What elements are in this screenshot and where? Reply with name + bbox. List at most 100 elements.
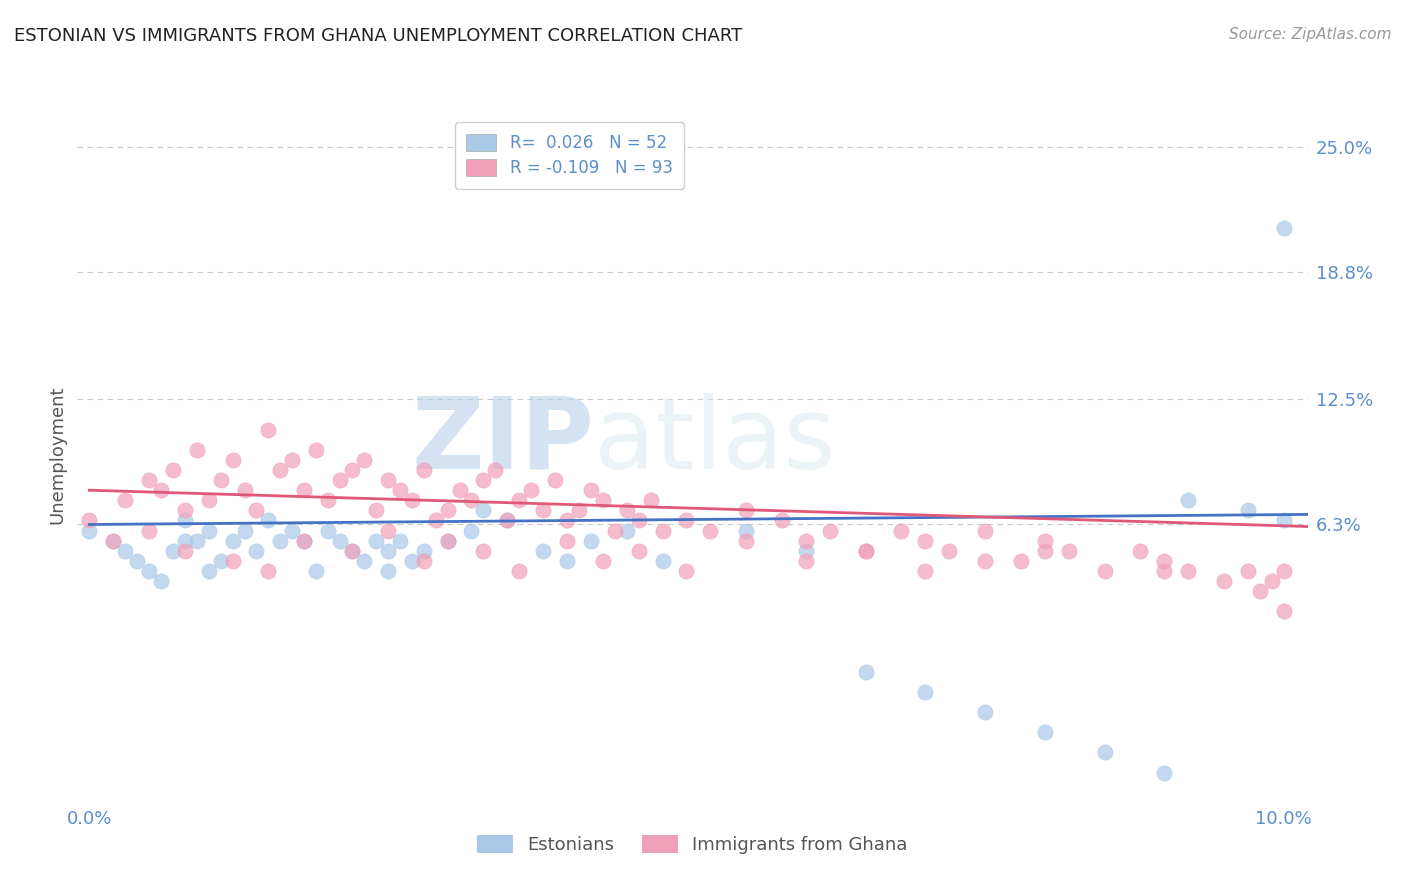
Point [794, 533, 817, 548]
Point [794, 554, 817, 568]
Point [1261, 574, 1284, 588]
Point [340, 463, 363, 477]
Point [1033, 543, 1056, 558]
Point [1129, 543, 1152, 558]
Point [233, 524, 256, 538]
Point [449, 483, 471, 498]
Point [77, 513, 100, 527]
Point [1237, 564, 1260, 578]
Text: atlas: atlas [595, 392, 835, 490]
Point [1094, 564, 1116, 578]
Point [508, 564, 530, 578]
Point [269, 533, 291, 548]
Point [579, 483, 602, 498]
Point [974, 705, 997, 719]
Point [735, 524, 758, 538]
Point [496, 513, 519, 527]
Point [292, 533, 315, 548]
Point [292, 533, 315, 548]
Point [627, 513, 650, 527]
Point [1249, 584, 1271, 599]
Point [735, 503, 758, 517]
Point [412, 463, 434, 477]
Point [1177, 564, 1199, 578]
Point [436, 533, 458, 548]
Point [436, 533, 458, 548]
Point [794, 543, 817, 558]
Point [340, 543, 363, 558]
Point [114, 543, 136, 558]
Point [197, 524, 219, 538]
Point [1153, 765, 1175, 780]
Point [353, 453, 375, 467]
Point [520, 483, 543, 498]
Point [627, 543, 650, 558]
Point [555, 533, 578, 548]
Point [221, 533, 243, 548]
Point [616, 524, 638, 538]
Point [340, 543, 363, 558]
Text: Source: ZipAtlas.com: Source: ZipAtlas.com [1229, 27, 1392, 42]
Point [197, 564, 219, 578]
Point [401, 554, 423, 568]
Point [651, 554, 673, 568]
Y-axis label: Unemployment: Unemployment [48, 385, 66, 524]
Text: ESTONIAN VS IMMIGRANTS FROM GHANA UNEMPLOYMENT CORRELATION CHART: ESTONIAN VS IMMIGRANTS FROM GHANA UNEMPL… [14, 27, 742, 45]
Point [245, 543, 267, 558]
Point [855, 543, 877, 558]
Point [1272, 221, 1295, 235]
Point [651, 524, 673, 538]
Point [138, 473, 160, 487]
Point [257, 513, 280, 527]
Point [555, 554, 578, 568]
Point [209, 473, 232, 487]
Point [579, 533, 602, 548]
Point [281, 524, 304, 538]
Point [974, 554, 997, 568]
Point [472, 473, 495, 487]
Point [1213, 574, 1236, 588]
Point [436, 503, 458, 517]
Point [173, 503, 195, 517]
Point [138, 524, 160, 538]
Point [603, 524, 626, 538]
Point [460, 493, 482, 508]
Point [1272, 604, 1295, 618]
Point [675, 513, 697, 527]
Point [914, 533, 936, 548]
Point [544, 473, 567, 487]
Point [292, 483, 315, 498]
Point [377, 564, 399, 578]
Point [616, 503, 638, 517]
Point [388, 483, 411, 498]
Point [770, 513, 793, 527]
Point [329, 533, 352, 548]
Point [460, 524, 482, 538]
Point [162, 543, 184, 558]
Point [531, 503, 554, 517]
Point [938, 543, 960, 558]
Point [818, 524, 841, 538]
Point [401, 493, 423, 508]
Point [305, 564, 328, 578]
Point [173, 513, 195, 527]
Point [1237, 503, 1260, 517]
Point [1057, 543, 1080, 558]
Point [281, 453, 304, 467]
Point [162, 463, 184, 477]
Point [221, 554, 243, 568]
Point [329, 473, 352, 487]
Point [377, 543, 399, 558]
Point [1153, 564, 1175, 578]
Point [364, 533, 387, 548]
Point [316, 524, 339, 538]
Point [640, 493, 662, 508]
Point [472, 503, 495, 517]
Point [269, 463, 291, 477]
Point [149, 483, 172, 498]
Point [388, 533, 411, 548]
Point [364, 503, 387, 517]
Point [412, 554, 434, 568]
Point [257, 423, 280, 437]
Point [531, 543, 554, 558]
